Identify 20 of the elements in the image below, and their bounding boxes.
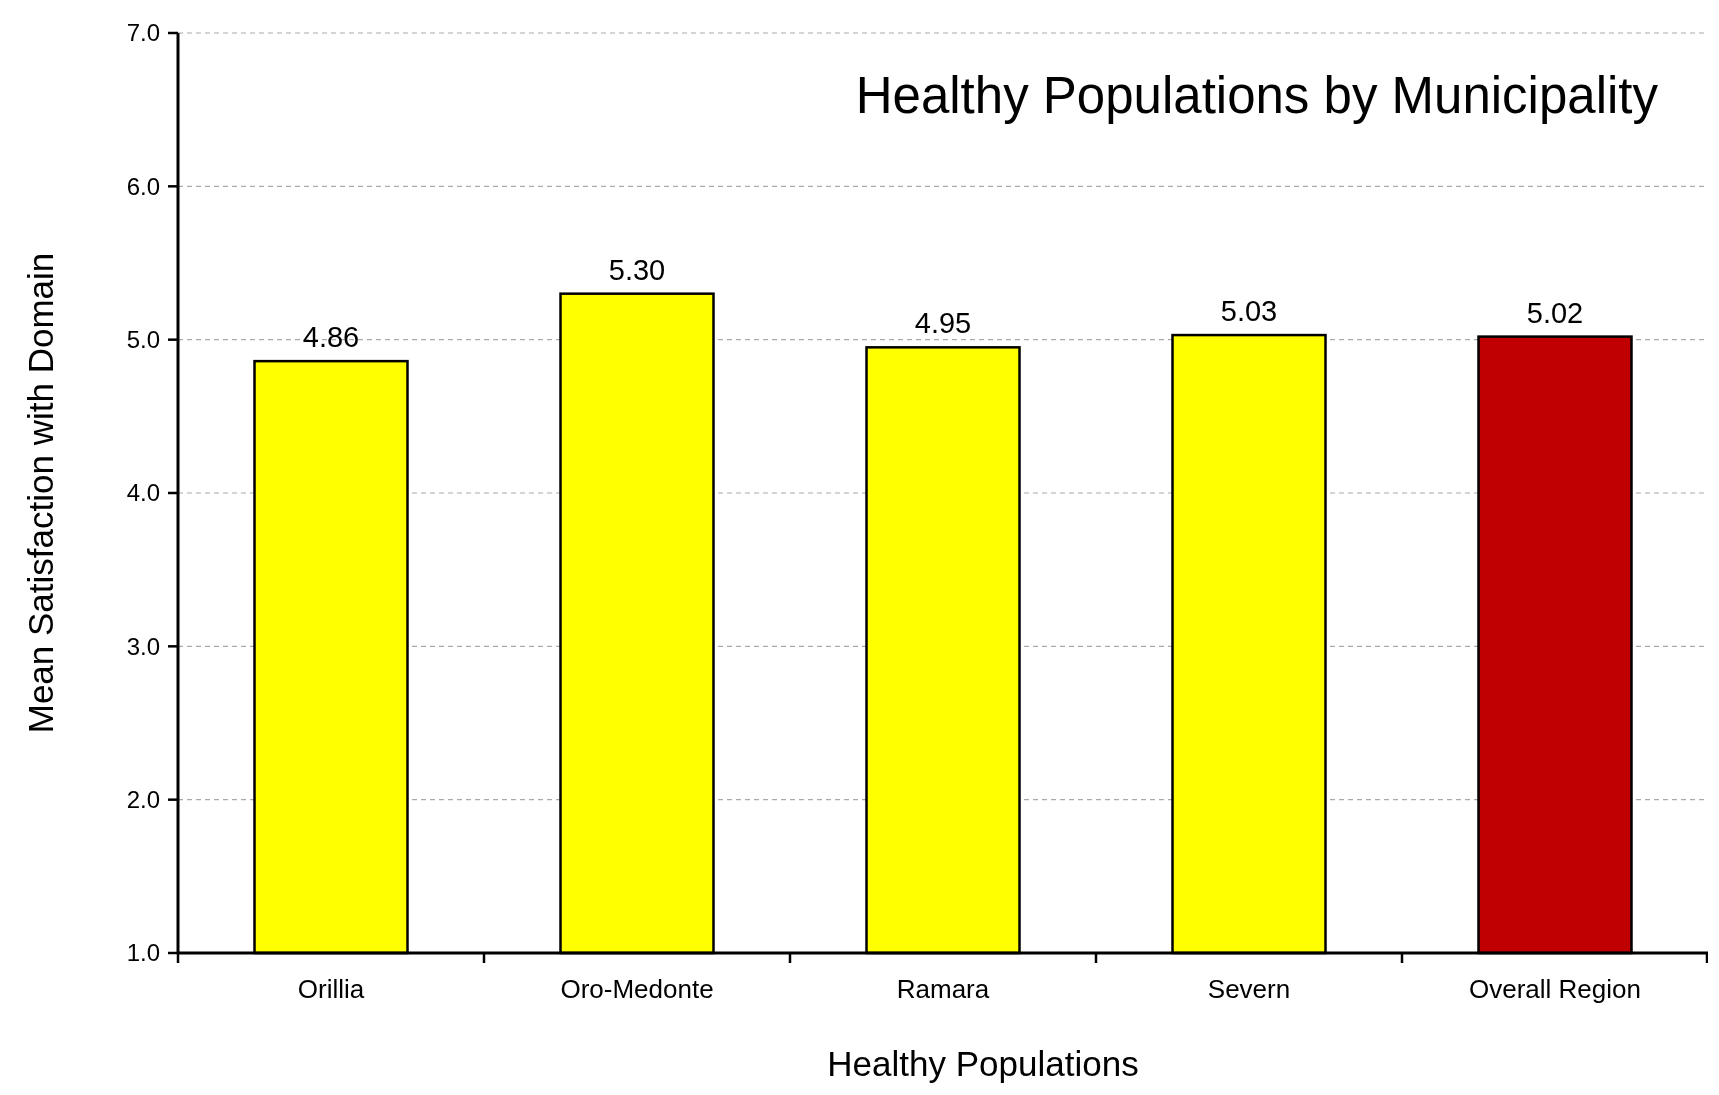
- data-label: 4.86: [302, 321, 360, 354]
- data-label: 5.02: [1526, 296, 1584, 329]
- y-tick-label: 3.0: [126, 632, 160, 660]
- y-axis-title: Mean Satisfaction with Domain: [21, 252, 60, 734]
- x-tick-label: Severn: [1207, 974, 1291, 1004]
- y-tick-label: 5.0: [126, 326, 160, 354]
- data-label: 5.30: [608, 253, 666, 286]
- data-label: 4.95: [914, 307, 972, 340]
- x-tick-label: Overall Region: [1469, 974, 1641, 1004]
- x-tick-label: Orillia: [297, 974, 365, 1004]
- data-label: 5.03: [1220, 295, 1278, 328]
- y-tick-label: 1.0: [126, 939, 160, 967]
- y-tick-label: 6.0: [126, 172, 160, 200]
- y-tick-label: 2.0: [126, 786, 160, 814]
- y-tick-label: 4.0: [126, 479, 160, 507]
- y-tick-label: 7.0: [126, 19, 160, 47]
- x-tick-label: Ramara: [896, 974, 990, 1004]
- x-axis-title: Healthy Populations: [827, 1044, 1139, 1083]
- text: Healthy Populations by Municipality: [855, 67, 1659, 124]
- x-tick-label: Oro-Medonte: [560, 974, 714, 1004]
